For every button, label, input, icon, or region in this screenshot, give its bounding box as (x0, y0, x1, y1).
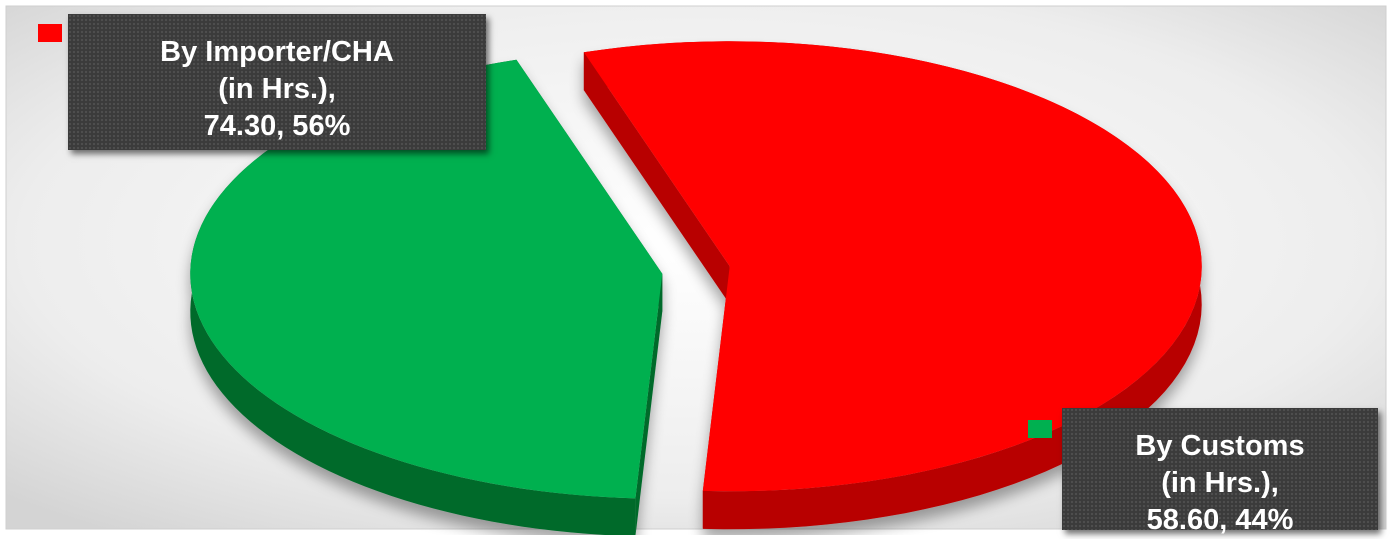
data-label-importer-line-2: (in Hrs.), (218, 73, 336, 105)
data-label-customs-line-1: By Customs (1135, 430, 1305, 462)
legend-key-customs (1028, 420, 1052, 438)
data-label-customs-line-3: 58.60, 44% (1146, 504, 1294, 536)
pie-slice-wall (583, 52, 730, 305)
pie-slice-top (583, 41, 1202, 492)
data-label-customs: By Customs (in Hrs.), 58.60, 44% (1062, 408, 1378, 536)
data-label-importer: By Importer/CHA (in Hrs.), 74.30, 56% (68, 14, 486, 150)
pie-slice-top (190, 59, 663, 499)
pie-slice-wall (635, 273, 663, 535)
legend-key-importer (38, 24, 62, 42)
pie-slice-importer (583, 41, 1202, 530)
data-label-customs-line-2: (in Hrs.), (1161, 467, 1279, 499)
pie-slice-customs (190, 59, 663, 535)
data-label-importer-line-1: By Importer/CHA (160, 36, 394, 68)
data-label-importer-line-3: 74.30, 56% (203, 110, 351, 142)
